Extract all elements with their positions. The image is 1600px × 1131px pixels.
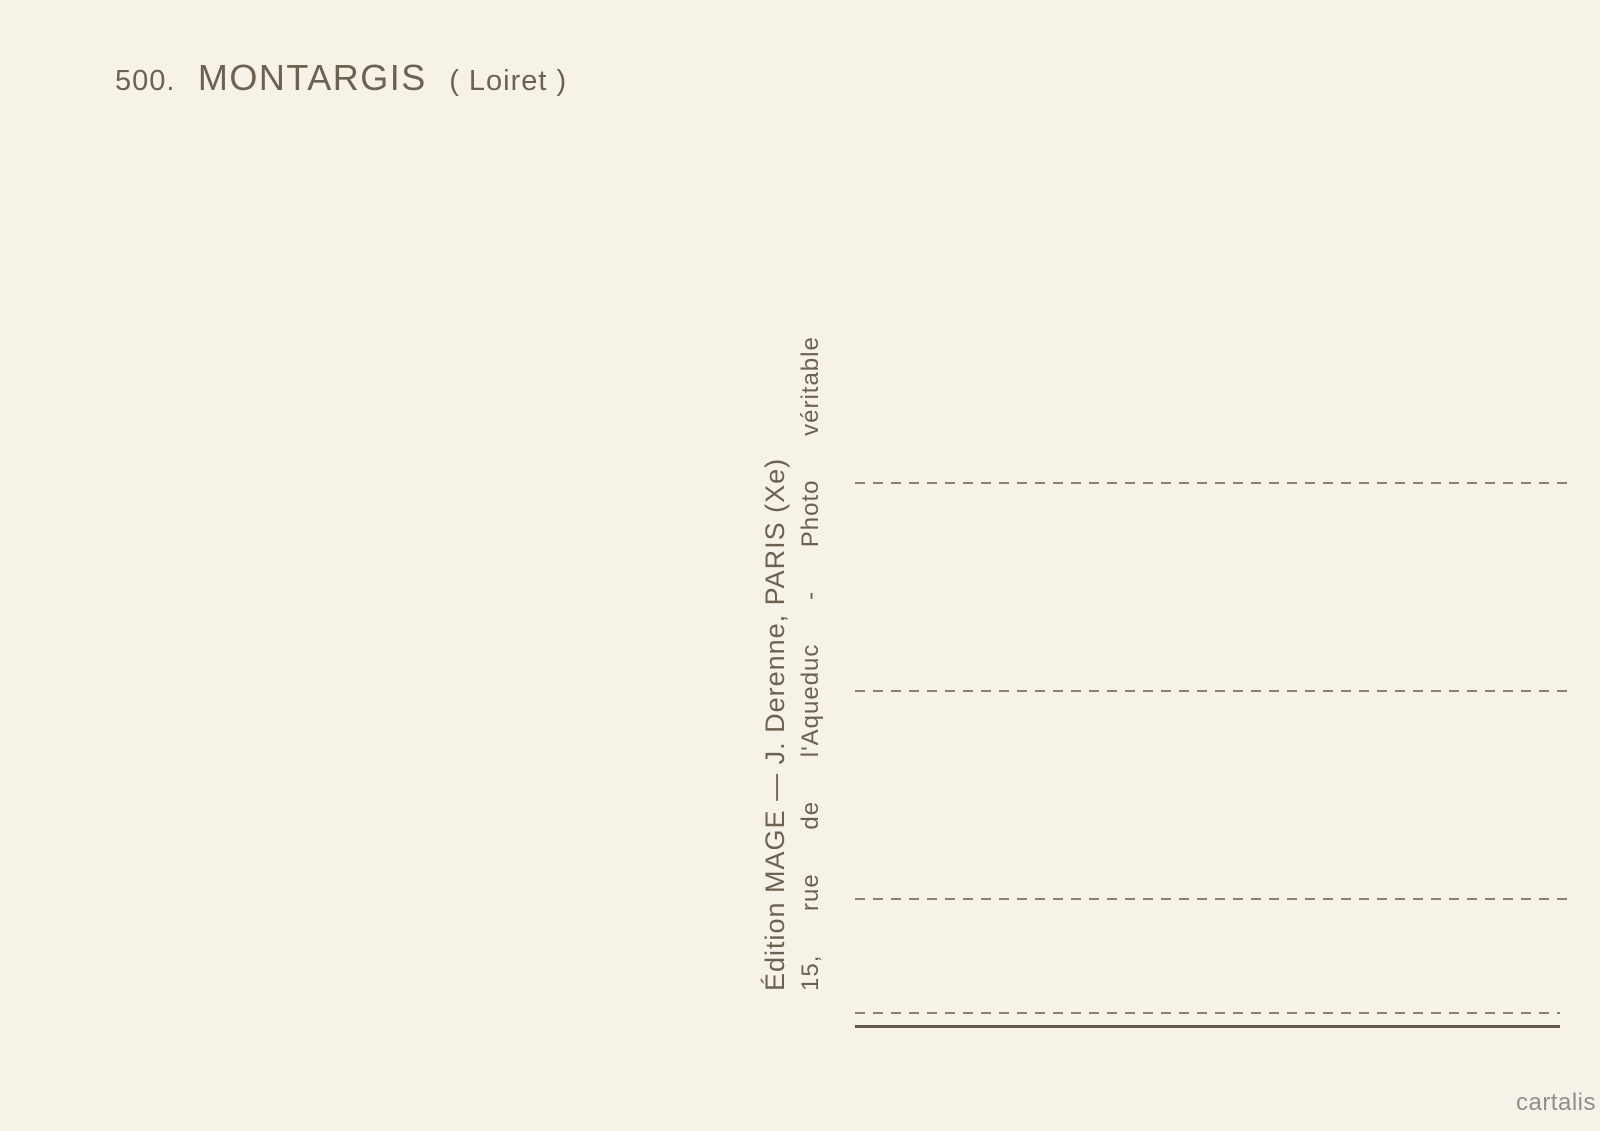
card-number: 500. bbox=[115, 65, 175, 97]
postcard-title: 500. MONTARGIS ( Loiret ) bbox=[115, 57, 567, 99]
card-city: MONTARGIS bbox=[198, 57, 427, 98]
address-line-1 bbox=[855, 482, 1575, 484]
address-underline-solid bbox=[855, 1025, 1560, 1028]
address-underline-dashed bbox=[855, 1012, 1560, 1014]
address-line-2 bbox=[855, 690, 1575, 692]
publisher-line-2: 15, rue de l'Aqueduc - Photo véritable bbox=[799, 209, 823, 991]
address-line-3 bbox=[855, 898, 1575, 900]
card-region: ( Loiret ) bbox=[449, 65, 567, 97]
center-divider-text: Édition MAGE — J. Derenne, PARIS (Xe) 15… bbox=[757, 209, 827, 991]
publisher-line-1: Édition MAGE — J. Derenne, PARIS (Xe) bbox=[762, 209, 789, 991]
watermark-text: cartalis bbox=[1516, 1089, 1596, 1117]
postcard-back: 500. MONTARGIS ( Loiret ) Édition MAGE —… bbox=[0, 0, 1600, 1131]
